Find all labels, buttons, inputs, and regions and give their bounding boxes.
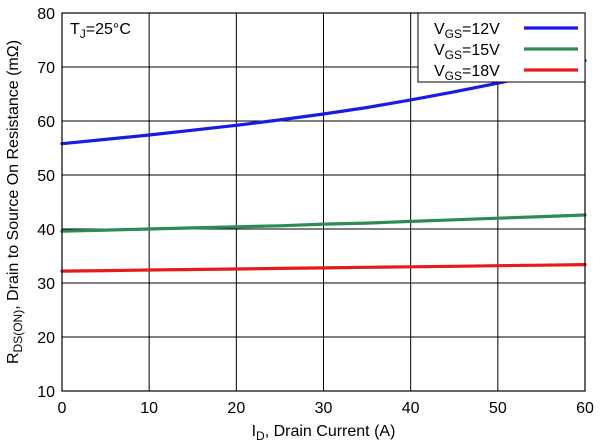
y-tick-label: 80	[37, 6, 55, 23]
x-axis-label-rest: , Drain Current (A)	[265, 423, 396, 440]
x-tick-label: 50	[489, 400, 507, 417]
legend-label-2: VGS=15V	[434, 42, 500, 62]
y-tick-label: 30	[37, 276, 55, 293]
annotation-main: T	[70, 21, 80, 38]
x-tick-label: 10	[140, 400, 158, 417]
x-axis-label-sub: D	[256, 429, 265, 443]
x-tick-labels: 0 10 20 30 40 50 60	[58, 400, 594, 417]
y-axis-label-sub: DS(ON)	[11, 310, 25, 353]
x-tick-label: 40	[402, 400, 420, 417]
temperature-annotation: TJ=25°C	[70, 21, 131, 41]
grid-lines	[62, 13, 585, 391]
y-tick-label: 50	[37, 168, 55, 185]
y-tick-label: 20	[37, 330, 55, 347]
y-tick-label: 70	[37, 60, 55, 77]
y-tick-label: 10	[37, 384, 55, 401]
x-tick-label: 60	[576, 400, 594, 417]
x-tick-label: 0	[58, 400, 67, 417]
y-tick-label: 40	[37, 222, 55, 239]
y-tick-label: 60	[37, 114, 55, 131]
x-tick-label: 30	[315, 400, 333, 417]
annotation-rest: =25°C	[86, 21, 131, 38]
series-line-3	[60, 263, 587, 273]
legend-label-1: VGS=12V	[434, 21, 500, 41]
y-axis-label-rest: , Drain to Source On Resistance (mΩ)	[5, 40, 22, 310]
series-line-1	[60, 58, 587, 146]
plot-frame	[61, 12, 586, 392]
x-axis-label: ID, Drain Current (A)	[252, 423, 396, 443]
legend-label-3: VGS=18V	[434, 63, 500, 83]
y-axis-label-main: R	[5, 352, 22, 364]
x-tick-label: 20	[227, 400, 245, 417]
x-axis-label-main: I	[252, 423, 256, 440]
annotation-sub: J	[80, 27, 86, 41]
y-axis-label: RDS(ON), Drain to Source On Resistance (…	[5, 40, 25, 364]
series-line-2	[60, 213, 587, 233]
y-tick-labels: 10 20 30 40 50 60 70 80	[37, 6, 55, 401]
series-lines	[60, 58, 587, 273]
